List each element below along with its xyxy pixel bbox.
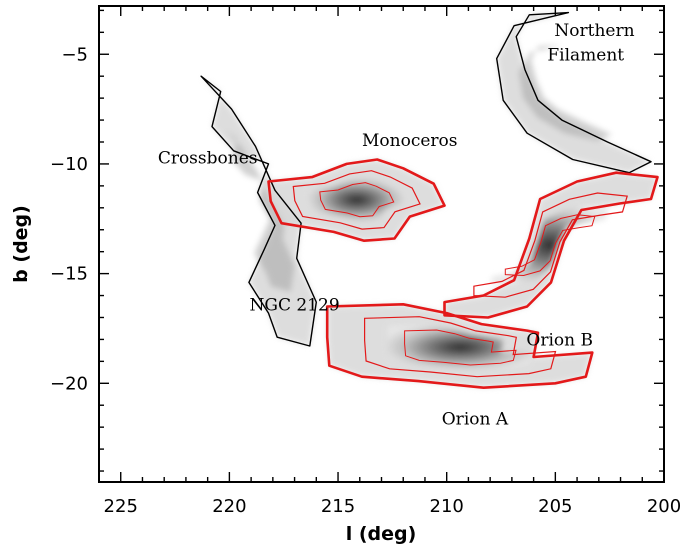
contour-core-orion-a bbox=[404, 329, 517, 366]
emission-map bbox=[201, 12, 658, 388]
contour-core-monoceros bbox=[319, 182, 395, 218]
plot-area bbox=[200, 11, 659, 389]
x-tick-label: 205 bbox=[538, 496, 572, 517]
x-tick-label: 200 bbox=[647, 496, 681, 517]
annotation-ngc-2129: NGC 2129 bbox=[250, 295, 340, 315]
annotation-monoceros: Monoceros bbox=[362, 131, 458, 151]
contour-outer-0 bbox=[496, 11, 652, 174]
contour-outer-orion-a bbox=[325, 303, 594, 389]
y-tick-label: −10 bbox=[50, 154, 88, 175]
y-axis-label: b (deg) bbox=[10, 205, 32, 283]
y-tick-label: −20 bbox=[50, 373, 88, 394]
x-tick-label: 220 bbox=[212, 496, 246, 517]
contour-core-orion-b bbox=[504, 214, 596, 277]
annotation-crossbones: Crossbones bbox=[158, 148, 258, 168]
axis-ticks: 225 220 215 210 205 200 −5 −10 −15 −20 bbox=[50, 6, 681, 517]
plot-frame bbox=[98, 5, 665, 483]
annotation-orion-b: Orion B bbox=[526, 330, 593, 350]
region-annotations: Northern Filament Monoceros Crossbones NGC 2… bbox=[158, 21, 635, 429]
x-tick-label: 210 bbox=[430, 496, 464, 517]
contour-inner-orion-a bbox=[364, 316, 557, 378]
contour-outer-monoceros bbox=[267, 158, 446, 242]
annotation-filament: Filament bbox=[547, 45, 624, 65]
contour-outer-orion-b bbox=[443, 171, 659, 319]
emission-core-orion-b bbox=[491, 205, 609, 285]
cloud-contours bbox=[267, 158, 659, 389]
annotation-orion-a: Orion A bbox=[442, 409, 509, 429]
annotation-northern: Northern bbox=[554, 21, 634, 41]
emission-core-outer-0 bbox=[519, 44, 612, 141]
x-tick-label: 215 bbox=[321, 496, 355, 517]
y-tick-label: −5 bbox=[61, 44, 88, 65]
emission-core-orion-a bbox=[387, 324, 534, 371]
contour-inner-monoceros bbox=[292, 170, 421, 230]
outer-contours bbox=[200, 11, 652, 347]
contour-outer-1 bbox=[200, 75, 317, 347]
contour-inner-orion-b bbox=[473, 192, 628, 298]
x-tick-label: 225 bbox=[104, 496, 138, 517]
y-tick-label: −15 bbox=[50, 264, 88, 285]
x-axis-label: l (deg) bbox=[346, 523, 417, 545]
emission-outer-0 bbox=[496, 12, 651, 173]
emission-core-outer-1 bbox=[225, 129, 295, 292]
